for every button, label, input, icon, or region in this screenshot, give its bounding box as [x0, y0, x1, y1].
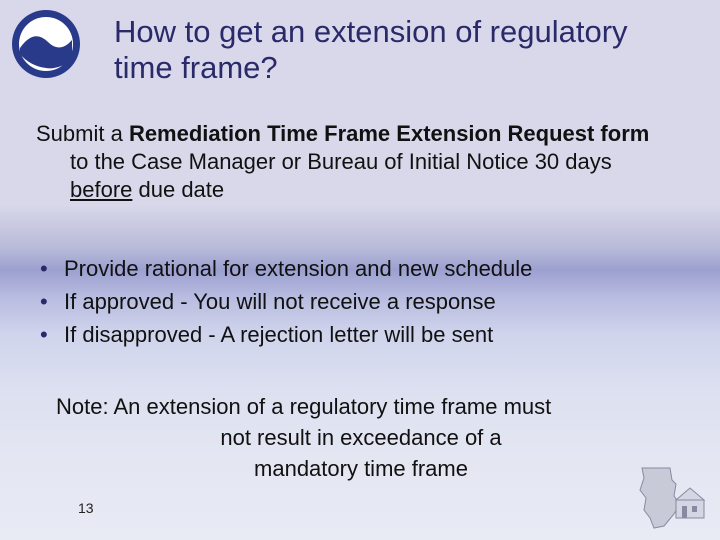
intro-bold: Remediation Time Frame Extension Request… — [129, 121, 649, 146]
intro-paragraph: Submit a Remediation Time Frame Extensio… — [36, 120, 676, 204]
note-line: not result in exceedance of a — [220, 425, 501, 450]
intro-mid: to the Case Manager or Bureau of Initial… — [70, 149, 612, 174]
intro-tail: due date — [132, 177, 224, 202]
list-item: If approved - You will not receive a res… — [36, 285, 686, 318]
list-item: If disapproved - A rejection letter will… — [36, 318, 686, 351]
note-line: Note: An extension of a regulatory time … — [56, 392, 666, 423]
list-item: Provide rational for extension and new s… — [36, 252, 686, 285]
slide-title: How to get an extension of regulatory ti… — [114, 14, 674, 85]
note-paragraph: Note: An extension of a regulatory time … — [56, 392, 666, 484]
intro-underlined: before — [70, 177, 132, 202]
note-line: mandatory time frame — [254, 456, 468, 481]
intro-lead: Submit a — [36, 121, 129, 146]
page-number: 13 — [78, 500, 94, 516]
bullet-list: Provide rational for extension and new s… — [36, 252, 686, 351]
njdep-logo-icon — [10, 8, 82, 80]
